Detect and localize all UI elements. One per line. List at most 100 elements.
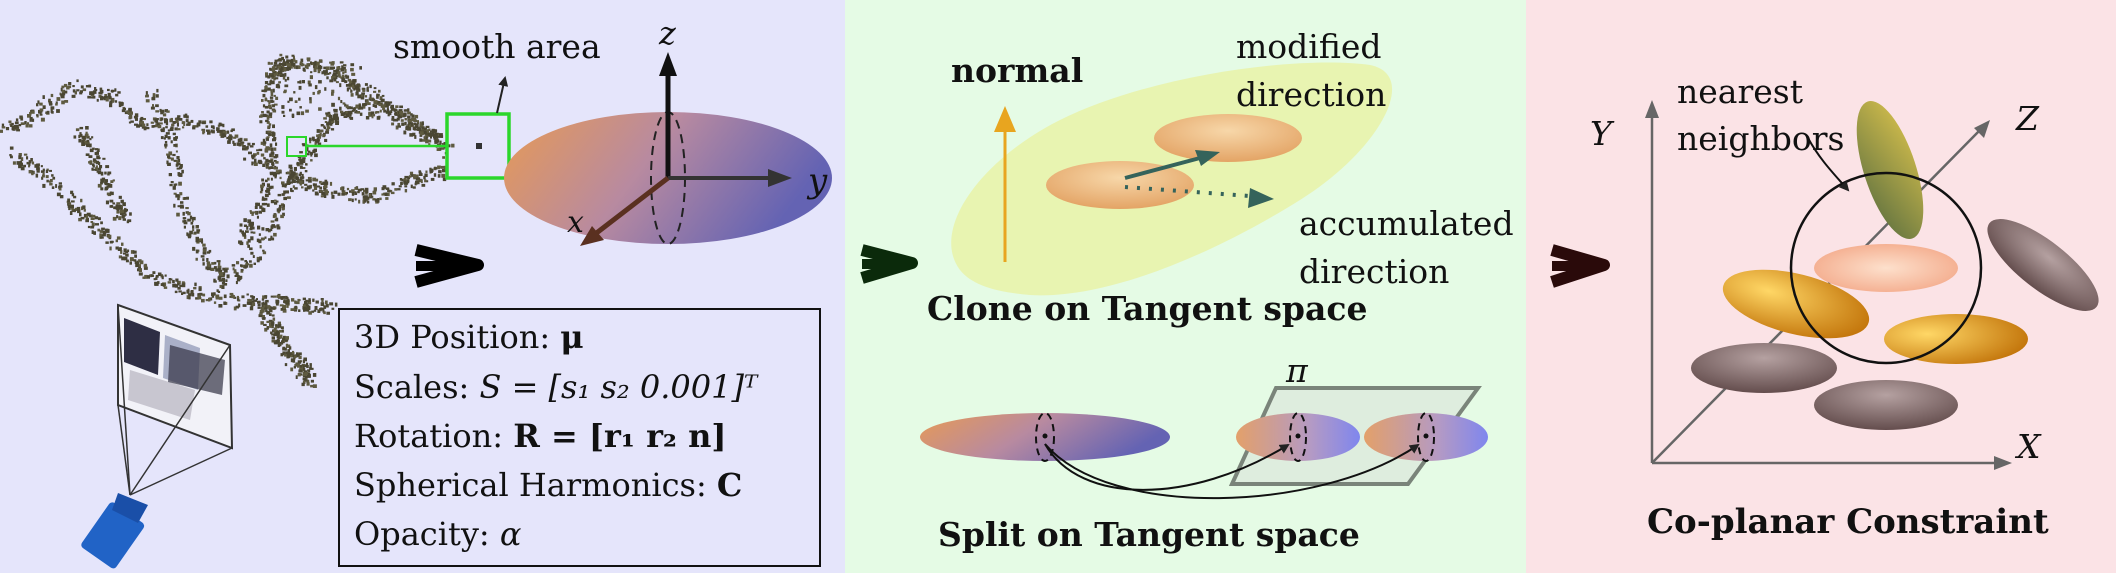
axis-Y-arrowhead [1645,100,1659,118]
axis-Z-arrowhead [1974,120,1990,138]
point-cloud-point [366,196,370,200]
point-cloud-point [248,220,251,223]
point-cloud-point [341,78,346,82]
point-cloud-point [293,91,296,94]
point-cloud-point [105,241,109,244]
flow-arrow-left-head [414,244,484,288]
point-cloud-point [249,298,252,302]
point-cloud-point [109,100,112,103]
point-cloud-point [272,104,275,107]
point-cloud-point [282,75,286,80]
point-cloud-point [251,296,255,300]
point-cloud-point [295,60,298,64]
point-cloud-point [206,261,211,264]
point-cloud-point [276,171,280,175]
point-cloud-point [279,67,284,71]
point-cloud-point [340,110,344,114]
point-cloud-point [437,174,441,178]
point-cloud-point [329,181,333,186]
point-cloud-point [96,155,100,160]
point-cloud-point [115,246,119,250]
point-cloud-point [272,70,275,75]
point-cloud-point [280,326,284,329]
point-cloud-point [264,81,269,85]
point-cloud-point [169,183,173,187]
point-cloud-point [346,187,350,191]
split-child-1-center [1295,433,1301,439]
point-cloud-point [323,305,327,309]
point-cloud-point [313,183,317,188]
point-cloud-point [119,207,122,210]
point-cloud-point [269,322,273,327]
point-cloud-point [375,201,379,204]
point-cloud-point [105,200,109,205]
point-cloud-point [109,103,113,108]
point-cloud-point [201,240,204,244]
point-cloud-point [277,321,281,326]
point-cloud-point [272,317,276,321]
point-cloud-point [325,114,330,117]
point-cloud-point [153,125,157,128]
point-cloud-point [272,172,277,177]
point-cloud-point [173,183,176,187]
point-cloud-point [428,139,432,143]
point-cloud-point [278,70,282,74]
point-cloud-point [136,124,140,128]
point-cloud-point [263,141,267,144]
point-cloud-point [306,305,311,309]
point-cloud-point [289,174,293,179]
point-cloud-point [296,177,300,180]
point-cloud-point [247,239,251,243]
accumulated-direction-label-2: direction [1299,252,1449,291]
point-cloud-point [335,120,340,124]
point-cloud-point [92,95,96,99]
point-cloud-point [281,181,285,185]
point-cloud-point [386,107,389,111]
point-cloud-point [433,173,437,177]
point-cloud-point [360,95,365,100]
point-cloud-point [380,99,384,103]
point-cloud-point [299,61,303,64]
point-cloud-point [404,185,408,188]
point-cloud-point [68,82,72,86]
point-cloud-point [266,162,270,165]
point-cloud-point [259,312,263,315]
point-cloud-point [122,218,126,221]
point-cloud-point [245,230,249,233]
point-cloud-point [256,259,260,263]
point-cloud-point [267,75,271,79]
point-cloud-point [134,261,138,264]
point-cloud-point [92,164,95,168]
point-cloud-point [10,155,13,159]
point-cloud-point [437,165,441,170]
point-cloud-point [260,321,264,325]
point-cloud-point [312,91,315,95]
point-cloud-point [311,62,315,66]
point-cloud-point [345,113,350,117]
point-cloud-point [139,120,143,125]
point-cloud-point [72,85,75,88]
point-cloud-point [72,89,76,93]
point-cloud-point [423,130,426,133]
plane-pi-label: π [1285,351,1309,390]
point-cloud-point [314,191,318,196]
point-cloud-point [152,271,156,274]
point-cloud-point [404,118,407,121]
point-cloud-point [344,80,347,84]
point-cloud-point [187,233,192,238]
point-cloud-point [309,184,312,189]
point-cloud-point [170,181,174,184]
point-cloud-point [87,225,91,229]
point-cloud-point [260,187,264,192]
point-cloud-point [49,179,53,183]
point-cloud-point [276,208,280,212]
point-cloud-point [341,190,346,194]
point-cloud-point [182,126,185,129]
point-cloud-point [109,240,113,244]
point-cloud-point [403,180,407,184]
point-cloud-point [410,113,413,116]
point-cloud-point [267,61,270,65]
point-cloud-point [293,167,297,171]
point-cloud-point [145,91,148,95]
point-cloud-point [262,295,266,299]
